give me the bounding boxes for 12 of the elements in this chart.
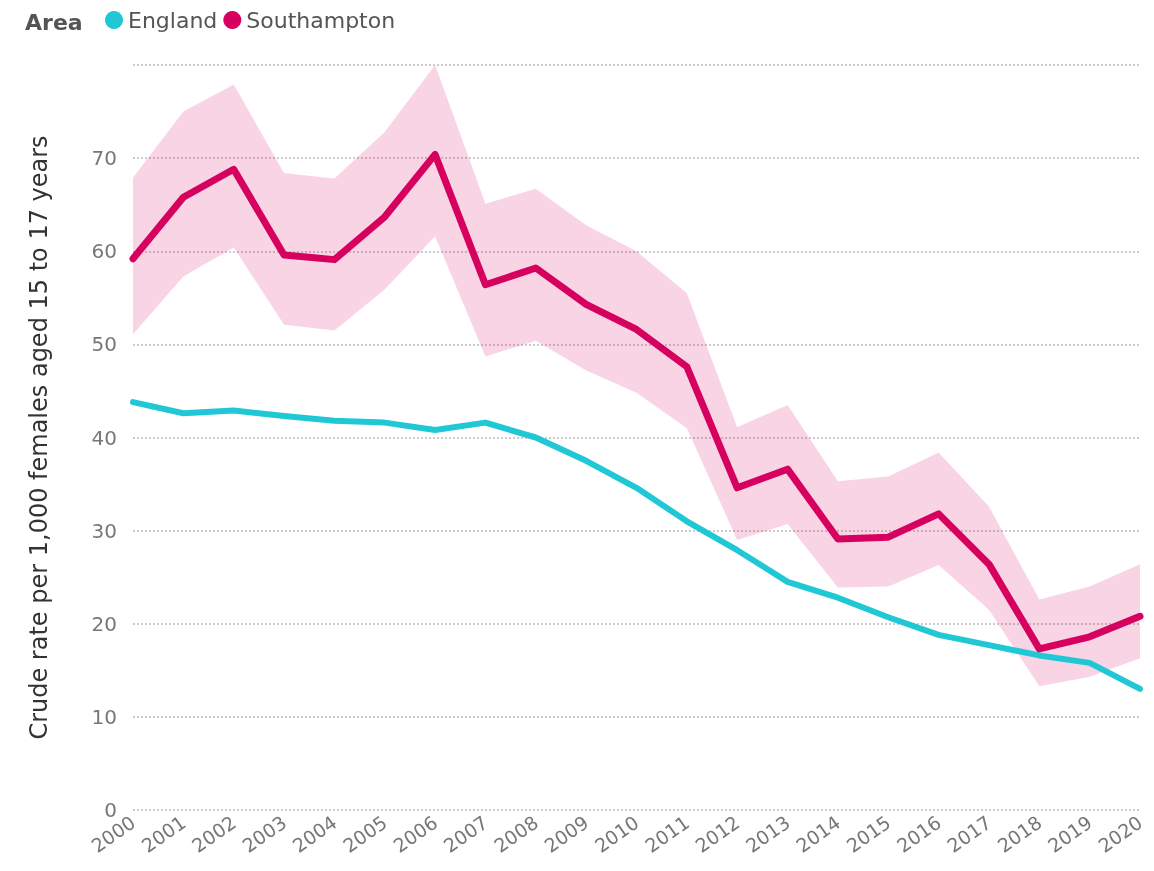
y-tick-label: 30 [91,518,117,543]
y-tick-label: 40 [91,425,117,450]
y-tick-label: 10 [91,704,117,729]
y-tick-label: 60 [91,239,117,264]
y-tick-label: 70 [91,146,117,171]
y-tick-label: 50 [91,332,117,357]
y-axis-title: Crude rate per 1,000 females aged 15 to 17 years [25,135,53,740]
y-tick-label: 0 [104,798,117,822]
legend-label: Southampton [246,7,396,33]
legend-title: Area [25,9,83,35]
legend-label: England [128,7,218,33]
y-tick-label: 20 [91,611,117,636]
